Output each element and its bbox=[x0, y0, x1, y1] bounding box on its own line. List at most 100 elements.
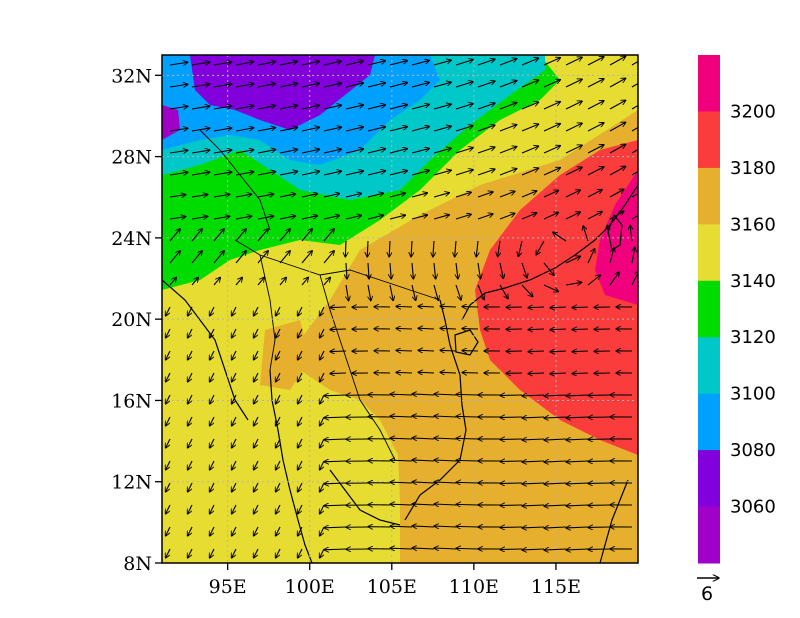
wind-vector bbox=[235, 216, 252, 219]
wind-vector bbox=[440, 306, 457, 307]
wind-vector bbox=[389, 240, 390, 257]
wind-vector bbox=[276, 482, 281, 492]
wind-vector bbox=[587, 190, 602, 198]
wind-vector bbox=[191, 62, 210, 65]
colorbar-label: 3160 bbox=[730, 214, 776, 235]
wind-vector bbox=[213, 216, 230, 219]
wind-vector bbox=[565, 282, 582, 285]
wind-vector bbox=[521, 262, 527, 278]
wind-vector bbox=[257, 251, 268, 264]
wind-vector bbox=[477, 214, 493, 220]
wind-vector bbox=[191, 128, 210, 131]
wind-vector bbox=[279, 229, 290, 242]
wind-vector bbox=[320, 548, 325, 558]
wind-vector bbox=[257, 150, 276, 154]
wind-vector-field bbox=[166, 56, 638, 558]
wind-vector bbox=[254, 482, 259, 492]
wind-vector bbox=[298, 306, 303, 316]
wind-vector bbox=[301, 229, 312, 242]
wind-vector bbox=[631, 148, 638, 154]
wind-vector bbox=[345, 193, 362, 198]
latitude-axis: 32N 28N 24N 20N 16N 12N 8N bbox=[111, 65, 162, 575]
wind-vector bbox=[232, 460, 237, 470]
wind-vector bbox=[345, 215, 362, 220]
wind-vector bbox=[521, 58, 539, 66]
wind-vector bbox=[389, 61, 407, 66]
wind-vector bbox=[276, 394, 281, 404]
wind-vector bbox=[412, 526, 435, 527]
wind-vector bbox=[330, 307, 347, 308]
wind-vector bbox=[565, 145, 582, 154]
wind-vector bbox=[499, 147, 517, 154]
wind-vector bbox=[434, 416, 457, 417]
wind-vector bbox=[522, 461, 545, 462]
wind-vector bbox=[301, 127, 320, 132]
wind-vector bbox=[169, 150, 188, 153]
wind-vector bbox=[191, 150, 210, 153]
colorbar: 3200 3180 3160 3140 3120 3100 3080 3060 bbox=[698, 55, 776, 564]
wind-vector bbox=[257, 229, 268, 242]
wind-vector bbox=[298, 504, 303, 514]
wind-vector bbox=[166, 460, 171, 470]
wind-vector bbox=[499, 125, 517, 132]
wind-vector bbox=[522, 549, 545, 550]
wind-vector bbox=[188, 548, 193, 558]
wind-vector bbox=[235, 106, 254, 110]
wind-vector bbox=[412, 504, 435, 505]
wind-vector bbox=[565, 167, 582, 176]
wind-vector bbox=[434, 394, 457, 395]
grid-lines bbox=[162, 55, 638, 563]
wind-vector bbox=[499, 262, 503, 279]
wind-vector bbox=[544, 439, 567, 440]
wind-vector bbox=[323, 105, 342, 110]
wind-vector bbox=[389, 171, 407, 176]
wind-vector bbox=[330, 373, 347, 374]
wind-vector bbox=[235, 84, 254, 88]
wind-vector bbox=[298, 482, 303, 492]
wind-vector bbox=[320, 482, 325, 492]
wind-vector bbox=[565, 212, 580, 220]
wind-vector bbox=[169, 217, 186, 219]
wind-vector bbox=[412, 482, 435, 483]
wind-vector bbox=[210, 548, 215, 558]
colorbar-segment bbox=[698, 111, 720, 169]
wind-vector bbox=[550, 373, 567, 374]
wind-vector bbox=[565, 101, 582, 110]
wind-vector bbox=[477, 59, 495, 66]
wind-vector bbox=[609, 56, 626, 66]
wind-vector bbox=[367, 105, 385, 110]
wind-vector bbox=[235, 277, 242, 286]
wind-vector bbox=[389, 193, 406, 198]
wind-vector bbox=[323, 216, 340, 220]
wind-vector bbox=[298, 350, 303, 360]
wind-vector bbox=[301, 105, 320, 110]
wind-vector bbox=[298, 416, 303, 426]
colorbar-segment bbox=[698, 224, 720, 282]
wind-vector bbox=[543, 146, 560, 154]
wind-vector bbox=[389, 215, 406, 220]
wind-vector bbox=[166, 482, 171, 492]
wind-vector bbox=[191, 84, 210, 87]
colorbar-segment bbox=[698, 280, 720, 338]
wind-vector bbox=[411, 170, 429, 176]
wind-vector bbox=[609, 122, 626, 132]
wind-vector bbox=[232, 306, 237, 316]
wind-vector bbox=[166, 372, 171, 382]
wind-vector bbox=[411, 240, 412, 257]
wind-vector bbox=[631, 60, 638, 66]
wind-vector bbox=[166, 394, 171, 404]
wind-vector bbox=[235, 150, 254, 154]
wind-vector bbox=[254, 548, 259, 558]
lon-tick-label: 105E bbox=[367, 576, 417, 598]
wind-vector bbox=[566, 461, 589, 462]
wind-vector bbox=[368, 262, 369, 279]
wind-vector bbox=[499, 213, 515, 220]
lat-tick-label: 12N bbox=[111, 472, 152, 494]
wind-vector bbox=[566, 483, 589, 484]
plot-frame bbox=[161, 54, 639, 564]
wind-vector bbox=[345, 61, 364, 66]
wind-vector bbox=[434, 504, 457, 505]
wind-vector bbox=[587, 79, 604, 88]
wind-vector bbox=[330, 329, 347, 330]
wind-vector bbox=[522, 417, 545, 418]
